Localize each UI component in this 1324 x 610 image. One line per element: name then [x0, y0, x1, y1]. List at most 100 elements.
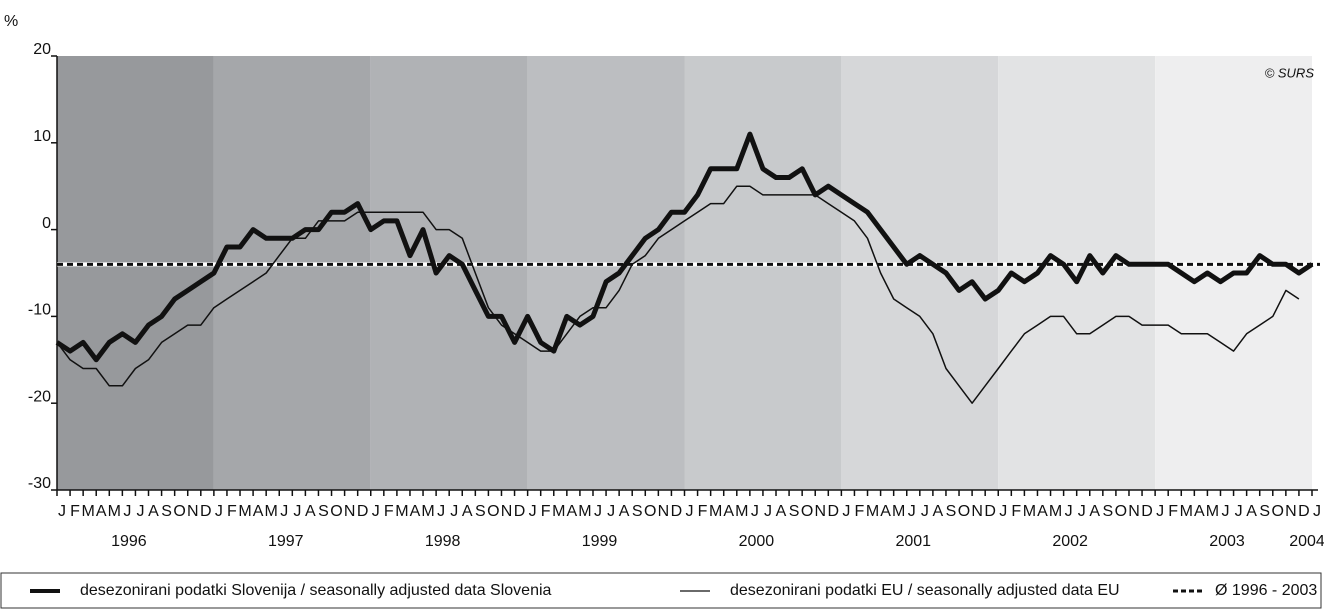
year-label: 1997 — [268, 533, 304, 550]
x-tick-label: S — [1259, 503, 1270, 520]
x-tick-label: J — [1065, 503, 1073, 520]
x-tick-label: J — [437, 503, 445, 520]
x-tick-label: J — [529, 503, 537, 520]
y-tick-label: 10 — [33, 128, 51, 145]
x-tick-label: A — [1089, 503, 1100, 520]
x-tick-label: M — [1206, 503, 1219, 520]
x-tick-label: M — [238, 503, 251, 520]
x-tick-label: M — [1180, 503, 1193, 520]
x-tick-label: J — [58, 503, 66, 520]
x-tick-label: J — [280, 503, 288, 520]
year-band — [998, 56, 1156, 490]
x-tick-label: F — [541, 503, 551, 520]
x-tick-label: N — [1285, 503, 1297, 520]
x-tick-label: O — [958, 503, 970, 520]
year-label: 1999 — [582, 533, 618, 550]
x-tick-label: S — [1102, 503, 1113, 520]
x-tick-label: J — [607, 503, 615, 520]
x-tick-label: J — [999, 503, 1007, 520]
year-label: 2003 — [1209, 533, 1245, 550]
x-tick-label: N — [344, 503, 356, 520]
year-label: 1996 — [111, 533, 147, 550]
x-tick-label: A — [410, 503, 421, 520]
legend-label: desezonirani podatki EU / seasonally adj… — [730, 582, 1120, 599]
year-label: 2000 — [739, 533, 775, 550]
year-band — [841, 56, 999, 490]
x-tick-label: M — [1023, 503, 1036, 520]
series-line — [56, 185, 1300, 404]
x-tick-label: J — [1235, 503, 1243, 520]
x-tick-label: M — [1049, 503, 1062, 520]
x-tick-label: F — [698, 503, 708, 520]
y-tick-label: -30 — [28, 475, 51, 492]
x-tick-label: A — [253, 503, 264, 520]
x-tick-label: A — [933, 503, 944, 520]
x-tick-label: A — [462, 503, 473, 520]
y-tick-label: 0 — [42, 215, 51, 232]
legend-box — [0, 572, 1322, 609]
x-tick-label: F — [1168, 503, 1178, 520]
x-tick-label: A — [567, 503, 578, 520]
x-tick-label: J — [123, 503, 131, 520]
x-tick-label: A — [96, 503, 107, 520]
x-tick-label: O — [1115, 503, 1127, 520]
x-tick-label: F — [1011, 503, 1021, 520]
x-tick-label: N — [187, 503, 199, 520]
x-tick-label: A — [148, 503, 159, 520]
x-tick-label: J — [372, 503, 380, 520]
year-band — [527, 56, 685, 490]
x-tick-label: S — [475, 503, 486, 520]
year-label: 2001 — [895, 533, 931, 550]
x-tick-label: N — [501, 503, 513, 520]
year-band — [57, 56, 214, 490]
x-tick-label: D — [357, 503, 369, 520]
y-tick-label: 20 — [33, 41, 51, 58]
x-tick-label: D — [1298, 503, 1310, 520]
x-tick-label: S — [161, 503, 172, 520]
x-tick-label: M — [81, 503, 94, 520]
year-band — [213, 56, 371, 490]
x-tick-label: N — [658, 503, 670, 520]
x-tick-label: A — [1194, 503, 1205, 520]
x-tick-label: D — [828, 503, 840, 520]
x-tick-label: F — [70, 503, 80, 520]
y-unit: % — [4, 13, 18, 30]
x-tick-label: N — [971, 503, 983, 520]
x-tick-label: M — [265, 503, 278, 520]
x-tick-label: A — [723, 503, 734, 520]
x-tick-label: A — [1037, 503, 1048, 520]
legend-label: Ø 1996 - 2003 — [1215, 582, 1317, 599]
x-tick-label: F — [227, 503, 237, 520]
y-tick-label: -10 — [28, 302, 51, 319]
x-tick-label: A — [619, 503, 630, 520]
x-tick-label: A — [305, 503, 316, 520]
x-tick-label: J — [686, 503, 694, 520]
x-tick-label: S — [946, 503, 957, 520]
x-tick-label: A — [776, 503, 787, 520]
x-tick-label: J — [842, 503, 850, 520]
x-tick-label: F — [855, 503, 865, 520]
x-tick-label: D — [514, 503, 526, 520]
x-tick-label: J — [215, 503, 223, 520]
x-tick-label: M — [892, 503, 905, 520]
x-tick-label: J — [1156, 503, 1164, 520]
series-line — [55, 131, 1314, 363]
x-tick-label: J — [136, 503, 144, 520]
x-tick-label: J — [764, 503, 772, 520]
year-band — [370, 56, 528, 490]
x-tick-label: J — [594, 503, 602, 520]
x-tick-label: J — [1221, 503, 1229, 520]
x-tick-label: O — [1272, 503, 1284, 520]
y-tick-label: -20 — [28, 388, 51, 405]
x-tick-label: J — [293, 503, 301, 520]
x-tick-label: M — [735, 503, 748, 520]
x-tick-label: M — [709, 503, 722, 520]
x-tick-label: F — [384, 503, 394, 520]
x-tick-label: O — [173, 503, 185, 520]
x-tick-label: O — [644, 503, 656, 520]
x-tick-label: S — [632, 503, 643, 520]
x-tick-label: M — [395, 503, 408, 520]
x-tick-label: M — [578, 503, 591, 520]
x-tick-label: M — [866, 503, 879, 520]
